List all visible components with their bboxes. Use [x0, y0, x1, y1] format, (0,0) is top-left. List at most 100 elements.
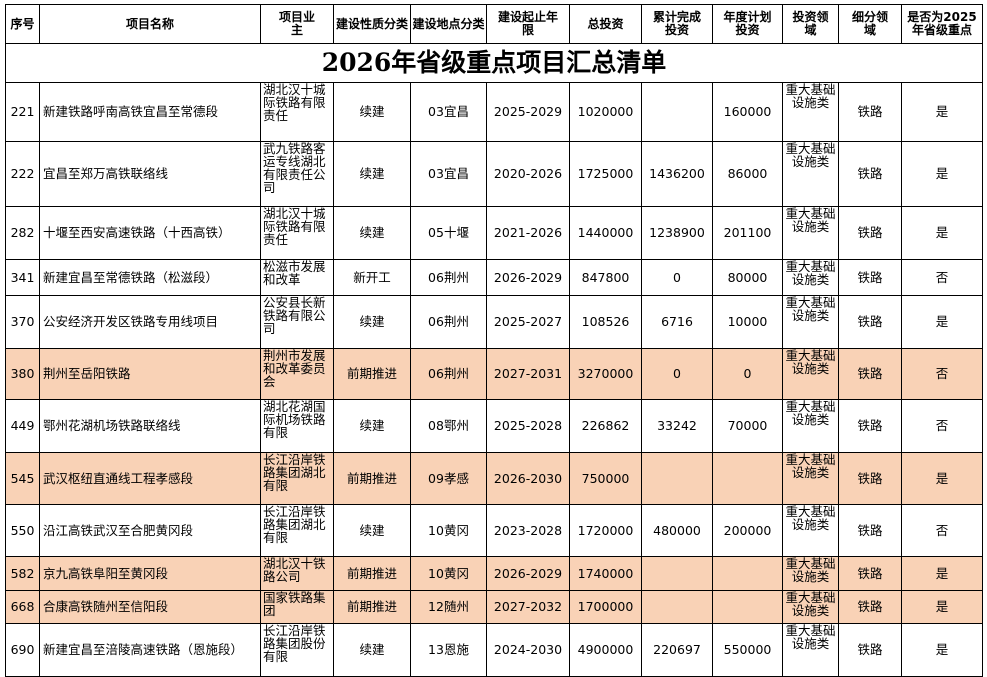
cell-total[interactable]: 847800	[569, 259, 642, 296]
cell-owner[interactable]: 松滋市发展和改革	[260, 259, 334, 296]
cell-key2025[interactable]: 是	[901, 590, 983, 624]
cell-annual[interactable]: 550000	[712, 623, 783, 677]
cell-period[interactable]: 2026-2029	[486, 259, 570, 296]
cell-annual[interactable]: 80000	[712, 259, 783, 296]
cell-total[interactable]: 1700000	[569, 590, 642, 624]
cell-nature[interactable]: 续建	[333, 399, 411, 453]
cell-nature[interactable]: 续建	[333, 295, 411, 349]
cell-annual[interactable]: 10000	[712, 295, 783, 349]
cell-subdomain[interactable]: 铁路	[838, 206, 902, 260]
cell-total[interactable]: 3270000	[569, 348, 642, 400]
cell-total[interactable]: 1720000	[569, 504, 642, 557]
cell-location[interactable]: 03宜昌	[410, 141, 487, 207]
cell-total[interactable]: 4900000	[569, 623, 642, 677]
cell-key2025[interactable]: 是	[901, 141, 983, 207]
cell-seq[interactable]: 582	[5, 556, 40, 591]
header-key2025[interactable]: 是否为2025年省级重点	[901, 4, 983, 44]
header-location[interactable]: 建设地点分类	[410, 4, 487, 44]
cell-seq[interactable]: 282	[5, 206, 40, 260]
cell-annual[interactable]: 200000	[712, 504, 783, 557]
cell-nature[interactable]: 前期推进	[333, 590, 411, 624]
cell-seq[interactable]: 221	[5, 82, 40, 142]
cell-total[interactable]: 1725000	[569, 141, 642, 207]
cell-owner[interactable]: 湖北花湖国际机场铁路有限	[260, 399, 334, 453]
cell-annual[interactable]: 70000	[712, 399, 783, 453]
cell-owner[interactable]: 长江沿岸铁路集团湖北有限	[260, 504, 334, 557]
cell-location[interactable]: 06荆州	[410, 259, 487, 296]
cell-seq[interactable]: 545	[5, 452, 40, 505]
cell-annual[interactable]	[712, 556, 783, 591]
cell-owner[interactable]: 荆州市发展和改革委员会	[260, 348, 334, 400]
cell-period[interactable]: 2027-2031	[486, 348, 570, 400]
cell-annual[interactable]: 201100	[712, 206, 783, 260]
cell-completed[interactable]	[641, 590, 713, 624]
header-nature[interactable]: 建设性质分类	[333, 4, 411, 44]
cell-subdomain[interactable]: 铁路	[838, 141, 902, 207]
cell-key2025[interactable]: 是	[901, 452, 983, 505]
cell-name[interactable]: 新建宜昌至涪陵高速铁路（恩施段）	[39, 623, 261, 677]
cell-nature[interactable]: 前期推进	[333, 556, 411, 591]
cell-domain[interactable]: 重大基础设施类	[782, 590, 839, 624]
cell-owner[interactable]: 武九铁路客运专线湖北有限责任公司	[260, 141, 334, 207]
cell-period[interactable]: 2020-2026	[486, 141, 570, 207]
cell-key2025[interactable]: 是	[901, 82, 983, 142]
cell-name[interactable]: 新建铁路呼南高铁宜昌至常德段	[39, 82, 261, 142]
cell-key2025[interactable]: 否	[901, 399, 983, 453]
cell-completed[interactable]: 480000	[641, 504, 713, 557]
cell-key2025[interactable]: 是	[901, 556, 983, 591]
cell-name[interactable]: 公安经济开发区铁路专用线项目	[39, 295, 261, 349]
cell-completed[interactable]: 220697	[641, 623, 713, 677]
cell-nature[interactable]: 前期推进	[333, 452, 411, 505]
cell-domain[interactable]: 重大基础设施类	[782, 259, 839, 296]
cell-nature[interactable]: 续建	[333, 504, 411, 557]
cell-annual[interactable]	[712, 452, 783, 505]
cell-location[interactable]: 10黄冈	[410, 504, 487, 557]
cell-annual[interactable]	[712, 590, 783, 624]
cell-owner[interactable]: 湖北汉十城际铁路有限责任	[260, 82, 334, 142]
cell-annual[interactable]: 86000	[712, 141, 783, 207]
cell-period[interactable]: 2023-2028	[486, 504, 570, 557]
cell-name[interactable]: 武汉枢纽直通线工程孝感段	[39, 452, 261, 505]
cell-domain[interactable]: 重大基础设施类	[782, 141, 839, 207]
cell-seq[interactable]: 550	[5, 504, 40, 557]
cell-location[interactable]: 08鄂州	[410, 399, 487, 453]
cell-period[interactable]: 2025-2028	[486, 399, 570, 453]
cell-completed[interactable]	[641, 82, 713, 142]
cell-key2025[interactable]: 是	[901, 295, 983, 349]
cell-location[interactable]: 05十堰	[410, 206, 487, 260]
cell-total[interactable]: 750000	[569, 452, 642, 505]
cell-period[interactable]: 2025-2027	[486, 295, 570, 349]
cell-seq[interactable]: 668	[5, 590, 40, 624]
cell-completed[interactable]	[641, 452, 713, 505]
cell-name[interactable]: 鄂州花湖机场铁路联络线	[39, 399, 261, 453]
cell-location[interactable]: 10黄冈	[410, 556, 487, 591]
header-name[interactable]: 项目名称	[39, 4, 261, 44]
cell-subdomain[interactable]: 铁路	[838, 452, 902, 505]
cell-location[interactable]: 06荆州	[410, 295, 487, 349]
cell-completed[interactable]: 33242	[641, 399, 713, 453]
cell-subdomain[interactable]: 铁路	[838, 556, 902, 591]
cell-nature[interactable]: 前期推进	[333, 348, 411, 400]
cell-subdomain[interactable]: 铁路	[838, 399, 902, 453]
cell-key2025[interactable]: 是	[901, 623, 983, 677]
cell-location[interactable]: 13恩施	[410, 623, 487, 677]
header-period[interactable]: 建设起止年限	[486, 4, 570, 44]
cell-annual[interactable]: 0	[712, 348, 783, 400]
header-owner[interactable]: 项目业主	[260, 4, 334, 44]
cell-owner[interactable]: 长江沿岸铁路集团湖北有限	[260, 452, 334, 505]
cell-domain[interactable]: 重大基础设施类	[782, 206, 839, 260]
cell-nature[interactable]: 新开工	[333, 259, 411, 296]
cell-location[interactable]: 09孝感	[410, 452, 487, 505]
cell-completed[interactable]: 0	[641, 348, 713, 400]
cell-seq[interactable]: 341	[5, 259, 40, 296]
cell-owner[interactable]: 国家铁路集团	[260, 590, 334, 624]
cell-annual[interactable]: 160000	[712, 82, 783, 142]
cell-location[interactable]: 06荆州	[410, 348, 487, 400]
cell-period[interactable]: 2025-2029	[486, 82, 570, 142]
cell-name[interactable]: 新建宜昌至常德铁路（松滋段）	[39, 259, 261, 296]
cell-nature[interactable]: 续建	[333, 206, 411, 260]
cell-domain[interactable]: 重大基础设施类	[782, 295, 839, 349]
cell-period[interactable]: 2024-2030	[486, 623, 570, 677]
cell-domain[interactable]: 重大基础设施类	[782, 623, 839, 677]
cell-completed[interactable]: 6716	[641, 295, 713, 349]
